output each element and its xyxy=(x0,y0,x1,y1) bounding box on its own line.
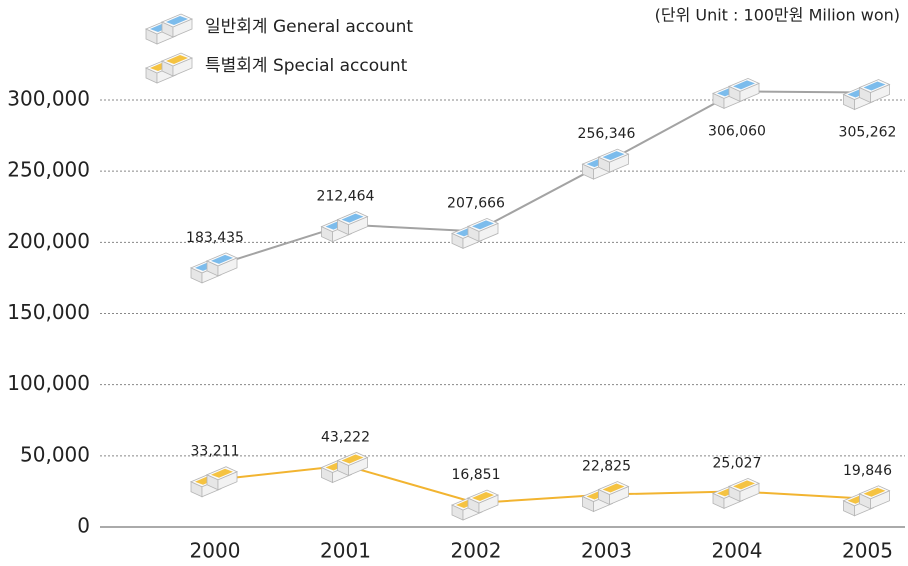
bundle-band xyxy=(602,483,625,493)
legend-label: 일반회계 General account xyxy=(205,17,413,37)
data-label: 212,464 xyxy=(317,189,375,205)
data-label: 256,346 xyxy=(578,126,636,142)
point-marker xyxy=(712,77,760,109)
x-tick-label: 2004 xyxy=(712,539,763,563)
data-label: 305,262 xyxy=(839,125,897,141)
point-marker xyxy=(712,477,760,509)
y-tick-label: 300,000 xyxy=(7,87,90,111)
data-label: 25,027 xyxy=(713,455,762,471)
point-marker xyxy=(320,452,369,484)
data-label: 33,211 xyxy=(191,444,240,460)
x-tick-label: 2003 xyxy=(581,539,632,563)
point-marker xyxy=(190,466,238,498)
bundle-band xyxy=(341,454,364,464)
point-marker xyxy=(842,485,891,517)
data-label: 183,435 xyxy=(186,230,244,246)
series-line xyxy=(214,464,868,505)
point-marker xyxy=(451,217,499,250)
data-label: 306,060 xyxy=(708,123,766,139)
point-marker xyxy=(320,211,369,243)
bundle-band xyxy=(472,492,494,502)
data-label: 207,666 xyxy=(447,195,505,211)
bundle-band xyxy=(472,220,494,230)
bundle-band xyxy=(166,55,188,64)
unit-note: (단위 Unit : 100만원 Milion won) xyxy=(655,6,900,25)
legend-icon xyxy=(145,13,193,45)
bundle-band xyxy=(211,254,233,264)
x-tick-label: 2002 xyxy=(451,539,502,563)
bundle-band xyxy=(733,480,755,490)
y-tick-label: 100,000 xyxy=(7,371,90,395)
y-tick-label: 0 xyxy=(77,514,90,538)
data-label: 16,851 xyxy=(452,467,501,483)
series-line xyxy=(214,90,868,267)
bundle-band xyxy=(863,487,886,497)
point-marker xyxy=(190,252,238,284)
y-tick-label: 50,000 xyxy=(20,442,90,466)
x-tick-label: 2001 xyxy=(320,539,371,563)
bundle-band xyxy=(602,151,625,161)
point-marker xyxy=(581,481,630,513)
bundle-band xyxy=(211,468,233,478)
bundle-band xyxy=(733,80,755,90)
data-label: 43,222 xyxy=(321,429,370,445)
point-marker xyxy=(451,489,499,521)
x-tick-label: 2005 xyxy=(842,539,893,563)
bundle-band xyxy=(863,81,886,91)
legend-label: 특별회계 Special account xyxy=(205,56,408,76)
legend-icon xyxy=(145,52,193,84)
point-marker xyxy=(581,148,630,180)
data-label: 22,825 xyxy=(582,459,631,475)
bundle-band xyxy=(166,16,188,25)
x-tick-label: 2000 xyxy=(190,539,241,563)
point-marker xyxy=(842,79,891,111)
data-label: 19,846 xyxy=(843,463,892,479)
y-tick-label: 250,000 xyxy=(7,158,90,182)
bundle-band xyxy=(341,213,364,223)
y-tick-label: 150,000 xyxy=(7,300,90,324)
y-tick-label: 200,000 xyxy=(7,229,90,253)
